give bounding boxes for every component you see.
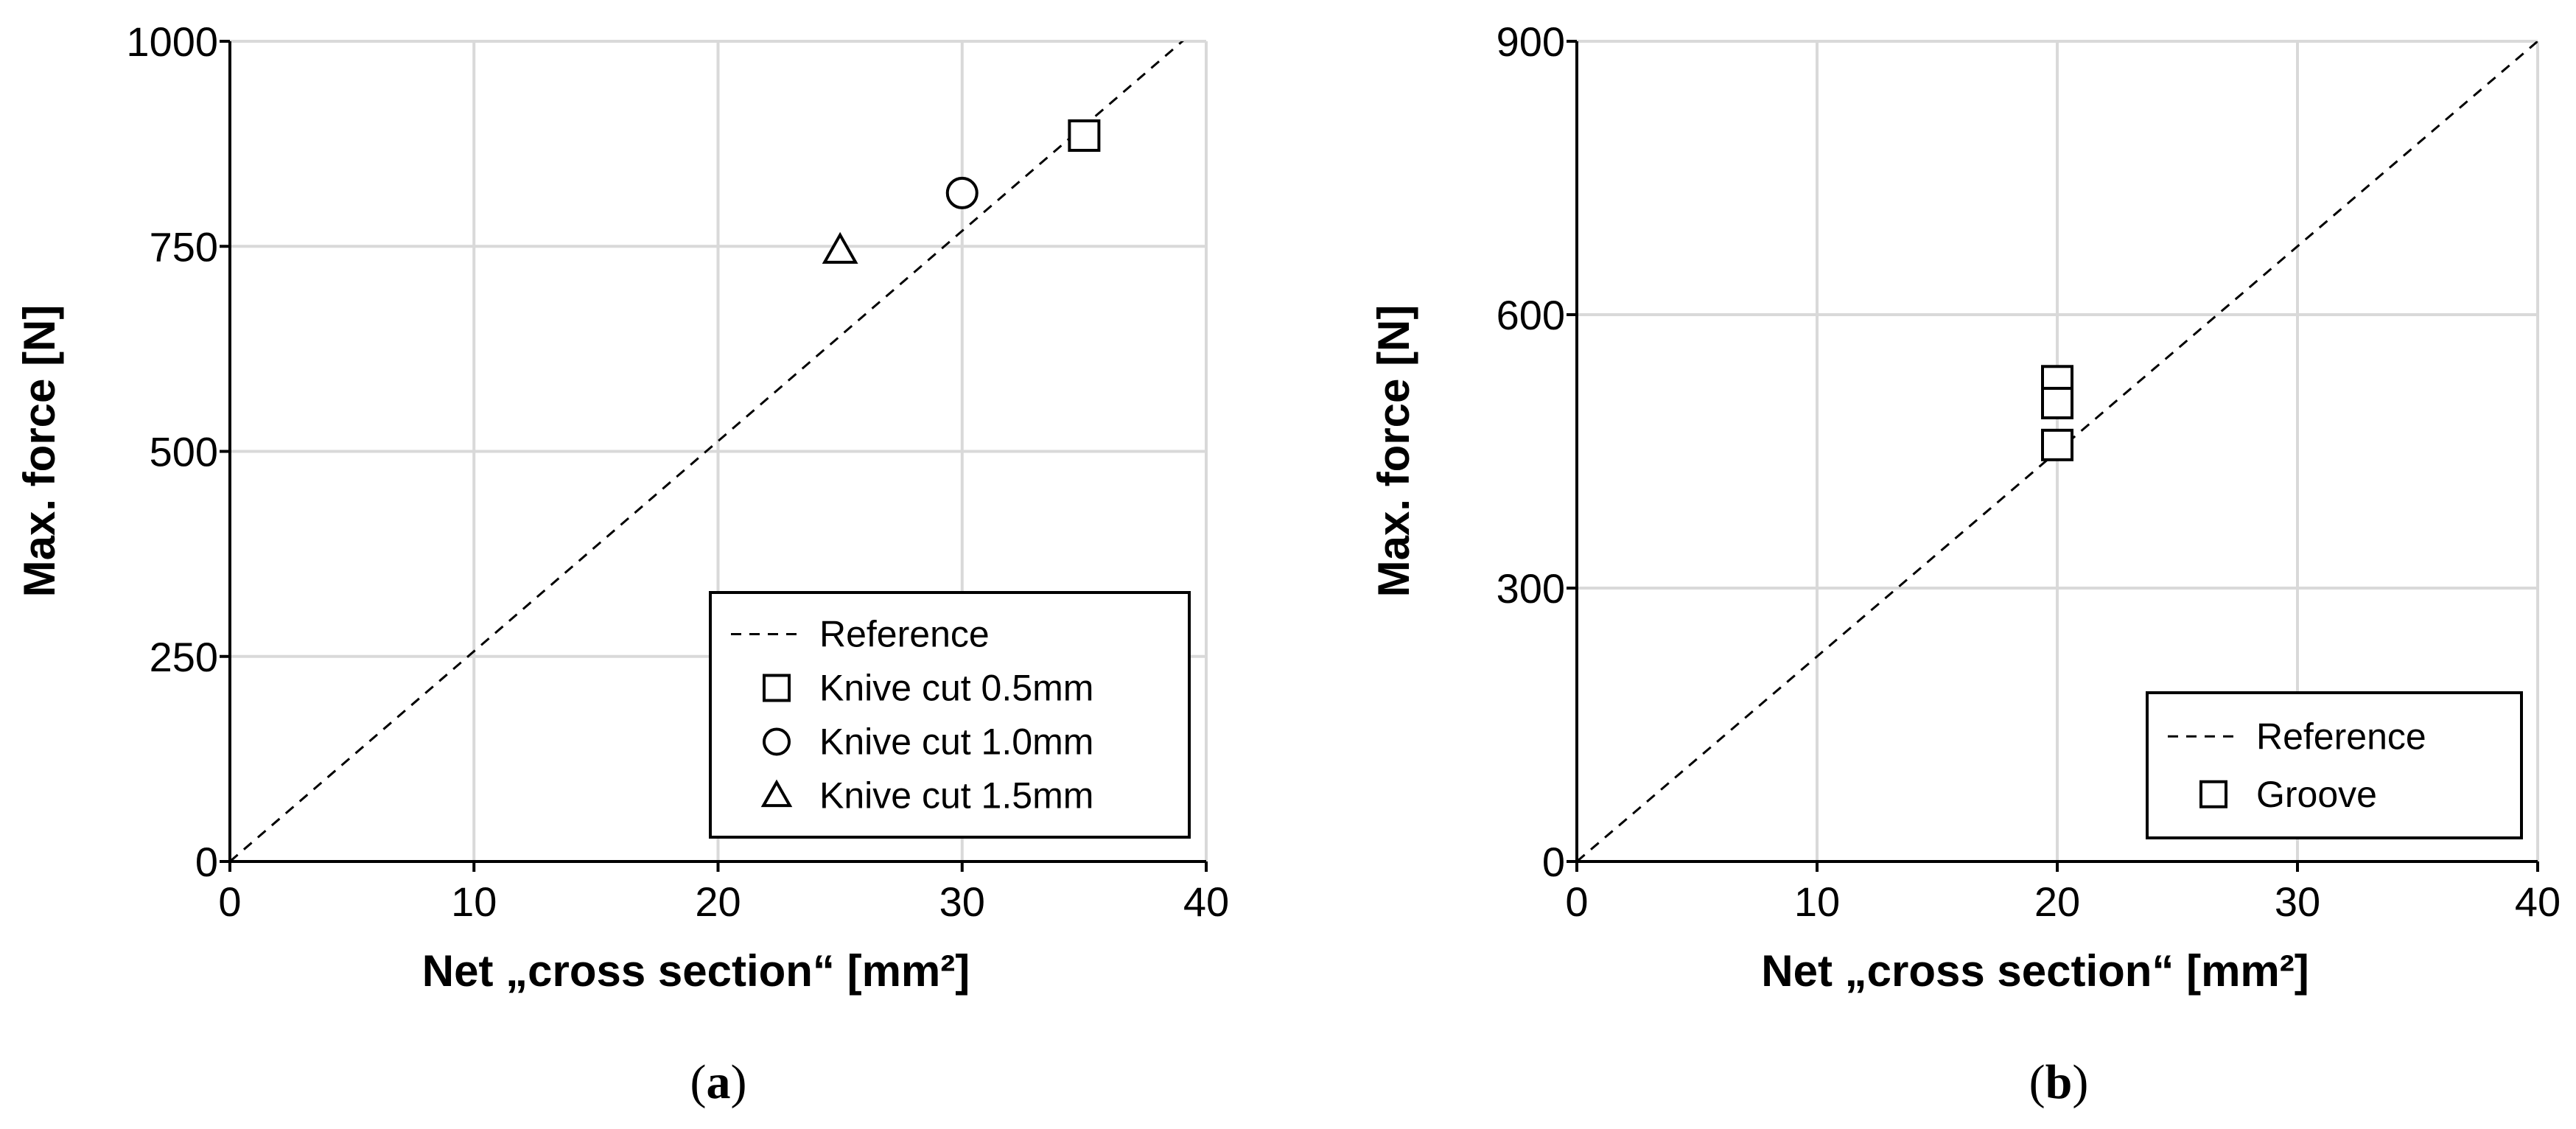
data-point-triangle [822, 231, 858, 264]
data-point-square [2041, 428, 2073, 461]
x-tick-label: 0 [1565, 878, 1588, 925]
panel-label: (a) [690, 1055, 747, 1109]
x-tick-label: 30 [2275, 878, 2320, 925]
x-tick-label: 10 [451, 878, 497, 925]
legend-marker-triangle [760, 779, 793, 808]
panel-label: (b) [2029, 1055, 2089, 1109]
x-axis-title: Net „cross section“ [mm²] [1761, 946, 2309, 996]
legend-reference-label: Reference [2256, 716, 2426, 757]
legend-box [2146, 691, 2523, 839]
y-tick-label: 250 [150, 634, 218, 680]
x-tick-label: 40 [1183, 878, 1229, 925]
legend-series-label: Knive cut 1.0mm [819, 721, 1093, 763]
data-point-circle [945, 176, 979, 209]
data-point-square [2041, 386, 2073, 419]
legend: Reference Groove [2146, 691, 2523, 839]
legend-marker-square [763, 674, 791, 702]
x-tick-label: 0 [218, 878, 241, 925]
panel-letter: a [707, 1055, 731, 1109]
reference-line [230, 41, 1184, 861]
legend-marker-circle [763, 727, 791, 756]
y-tick-label: 900 [1497, 18, 1565, 65]
y-tick-label: 1000 [126, 18, 218, 65]
legend-series-label: Knive cut 0.5mm [819, 668, 1093, 709]
y-tick-label: 600 [1497, 292, 1565, 338]
legend-series-label: Knive cut 1.5mm [819, 775, 1093, 817]
y-tick-label: 750 [150, 223, 218, 270]
x-tick-label: 10 [1794, 878, 1840, 925]
x-tick-label: 20 [695, 878, 741, 925]
x-tick-label: 20 [2034, 878, 2080, 925]
legend-marker-square [2199, 780, 2227, 808]
chart-panel-a: 0 250 500 750 1000 0 10 20 30 40 Net „cross sectio… [15, 18, 1229, 1109]
x-tick-label: 30 [939, 878, 985, 925]
panel-letter: b [2045, 1055, 2073, 1109]
y-tick-label: 500 [150, 429, 218, 475]
y-axis-title: Max. force [N] [1369, 305, 1418, 598]
data-point-square [1068, 119, 1101, 152]
legend-reference-label: Reference [819, 614, 990, 655]
y-axis-title: Max. force [N] [15, 305, 64, 598]
legend: Reference Knive cut 0.5mm Knive cut 1.0mm K… [709, 591, 1191, 839]
legend-series-label: Groove [2256, 774, 2377, 815]
y-tick-label: 300 [1497, 565, 1565, 612]
y-tick-label: 0 [195, 839, 218, 885]
x-tick-label: 40 [2515, 878, 2561, 925]
y-tick-label: 0 [1542, 839, 1565, 885]
chart-panel-b: 0 300 600 900 0 10 20 30 40 Net „cross section“ [… [1369, 18, 2561, 1109]
x-axis-title: Net „cross section“ [mm²] [422, 946, 970, 996]
